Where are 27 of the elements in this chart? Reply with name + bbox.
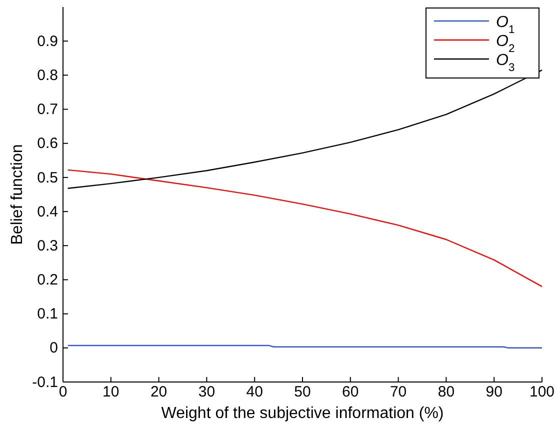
- x-tick-label: 30: [198, 384, 216, 401]
- y-tick-label: 0.5: [37, 169, 58, 186]
- y-tick-label: 0.4: [37, 203, 58, 220]
- legend-label: O$_{2}$: [496, 33, 515, 55]
- y-tick-label: 0.9: [37, 32, 58, 50]
- y-tick-label: 0.2: [37, 272, 58, 289]
- legend-label: O$_{1}$: [496, 14, 515, 36]
- x-tick-label: 60: [342, 384, 359, 401]
- x-tick-label: 20: [150, 384, 168, 401]
- y-tick-label: -0.1: [32, 374, 58, 391]
- x-tick-label: 40: [246, 384, 263, 401]
- y-tick-label: 0.1: [37, 306, 58, 323]
- x-tick-label: 100: [529, 384, 555, 401]
- x-tick-label: 80: [438, 384, 455, 401]
- x-tick-label: 50: [294, 384, 311, 401]
- x-axis-title: Weight of the subjective information (%): [161, 405, 444, 422]
- legend-label: O$_{3}$: [496, 52, 515, 74]
- y-tick-label: 0.3: [37, 237, 58, 254]
- line-series: [67, 169, 543, 288]
- y-tick-label: 0.7: [37, 101, 58, 118]
- x-tick-label: 90: [486, 384, 502, 401]
- x-tick-label: 70: [390, 384, 407, 401]
- y-tick-label: 0: [50, 340, 58, 357]
- y-tick-label: 0.6: [37, 135, 58, 152]
- y-axis-title: Belief function: [9, 144, 26, 245]
- y-tick-label: 0.8: [37, 66, 58, 84]
- x-tick-label: 10: [102, 384, 120, 401]
